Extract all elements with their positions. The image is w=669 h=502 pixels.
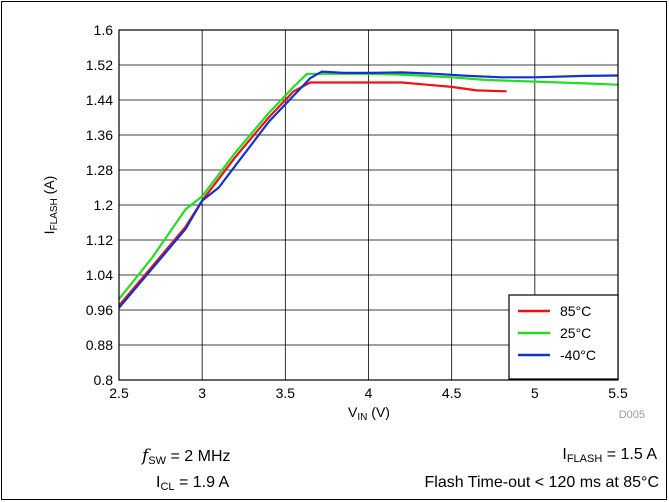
x-tick-label: 3 [198,385,206,401]
icl-note: ICL = 1.9 A [156,474,230,493]
fsw-note: fSW = 2 MHz [142,446,231,467]
x-tick-label: 5 [531,385,539,401]
x-tick-label: 2.5 [109,385,129,401]
y-tick-label: 1.2 [94,197,114,213]
series-line--40c [118,70,619,309]
x-axis-label: VIN (V) [348,404,390,422]
y-tick-label: 1.28 [86,162,113,178]
iflash-note: IFLASH = 1.5 A [562,446,657,465]
x-tick-label: 3.5 [276,385,296,401]
legend-label: -40°C [560,347,596,363]
timeout-note: Flash Time-out < 120 ms at 85°C [424,474,660,491]
y-tick-label: 0.96 [86,302,113,318]
x-tick-label: 5.5 [608,385,628,401]
y-axis-label: IFLASH (A) [41,176,60,235]
y-tick-label: 1.36 [86,127,113,143]
y-tick-label: 1.12 [86,232,113,248]
y-tick-label: 1.44 [86,92,113,108]
legend: 85°C 25°C -40°C [508,294,619,380]
x-tick-label: 4.5 [442,385,462,401]
legend-label: 85°C [560,303,591,319]
y-tick-label: 0.8 [94,372,114,388]
plot-border [118,29,619,381]
legend-label: 25°C [560,325,591,341]
x-tick-label: 4 [365,385,373,401]
figure-code: D005 [619,409,645,421]
y-tick-label: 1.04 [86,267,113,283]
y-tick-label: 1.6 [94,22,114,38]
y-tick-label: 1.52 [86,57,113,73]
y-tick-label: 0.88 [86,337,113,353]
chart: 2.5 3 3.5 4 4.5 5 5.5 0.8 0.88 0.96 1.04 1.12 1.2 1.2… [41,22,645,422]
legend-box [508,294,619,380]
series-line-85c [118,81,507,307]
series-lines [118,70,619,309]
tick-labels: 2.5 3 3.5 4 4.5 5 5.5 0.8 0.88 0.96 1.04 1.12 1.2 1.2… [86,22,628,401]
